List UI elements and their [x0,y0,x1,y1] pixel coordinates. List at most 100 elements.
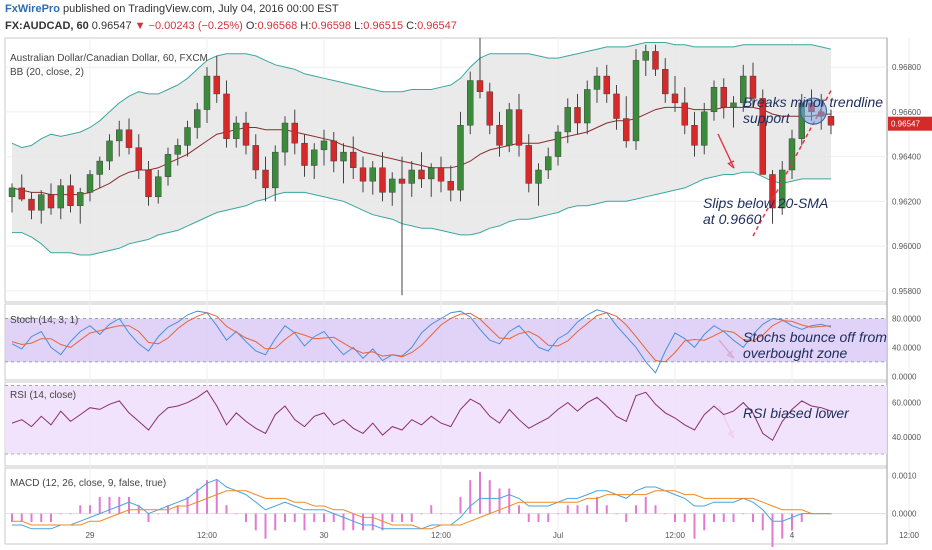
candle-body [691,125,698,146]
candle[interactable] [145,161,152,206]
candle[interactable] [28,192,35,220]
candle[interactable] [398,156,406,296]
candle[interactable] [447,165,454,202]
candle[interactable] [467,71,474,135]
candle[interactable] [730,96,737,128]
candle[interactable] [506,102,513,153]
candle[interactable] [584,80,591,135]
candle[interactable] [418,152,425,188]
candle[interactable] [281,116,289,166]
candle[interactable] [769,170,776,224]
candle[interactable] [652,44,659,77]
candle[interactable] [379,152,386,202]
candle[interactable] [125,118,133,155]
candle[interactable] [301,134,308,177]
candle[interactable] [740,64,747,112]
candle[interactable] [77,187,84,224]
candle[interactable] [691,111,698,157]
time-tick-label: 12:00 [431,531,452,540]
candle[interactable] [18,174,25,202]
candle[interactable] [681,87,688,135]
candle[interactable] [496,111,503,157]
candle[interactable] [359,156,367,193]
candle[interactable] [759,89,766,175]
candle[interactable] [515,93,523,157]
candle[interactable] [106,134,113,170]
candle[interactable] [233,116,240,148]
candle[interactable] [320,129,328,166]
candle[interactable] [272,145,279,202]
candle[interactable] [57,178,64,220]
candle[interactable] [174,138,181,166]
candle[interactable] [525,134,532,193]
macd-histogram-bar [40,513,43,522]
candle-body [632,60,640,142]
candle[interactable] [262,156,269,202]
candle[interactable] [593,67,601,103]
candle-body [145,169,152,198]
candle[interactable] [749,62,757,108]
candle[interactable] [116,120,123,157]
candle[interactable] [330,131,337,173]
candle[interactable] [720,78,727,119]
candle[interactable] [311,143,318,179]
candle[interactable] [632,49,640,150]
candle[interactable] [428,163,435,197]
candle[interactable] [96,156,103,188]
candle[interactable] [642,44,649,77]
candle[interactable] [623,96,630,148]
candle[interactable] [613,84,620,130]
candle[interactable] [86,170,94,202]
candle[interactable] [564,98,571,144]
candle[interactable] [486,82,493,135]
candle[interactable] [291,109,298,155]
candle[interactable] [710,80,718,121]
candle[interactable] [252,134,259,179]
candle[interactable] [437,156,445,193]
macd-histogram-bar [771,513,774,548]
candle[interactable] [408,161,415,197]
candle[interactable] [545,147,552,179]
macd-histogram-bar [147,513,150,522]
candle-body [311,149,318,166]
candle[interactable] [155,170,162,204]
time-tick-label: 12:00 [197,531,218,540]
candle[interactable] [788,129,796,179]
macd-histogram-bar [371,513,374,531]
candle[interactable] [38,190,45,224]
candle[interactable] [213,55,220,103]
candle[interactable] [350,136,357,179]
candle[interactable] [164,147,172,186]
publisher-name[interactable]: FxWirePro [5,3,60,15]
candle[interactable] [535,163,542,206]
candle[interactable] [340,143,347,184]
candle[interactable] [671,76,679,112]
candle-body [164,154,172,177]
candle[interactable] [779,161,786,215]
candle[interactable] [242,111,250,155]
price-panel[interactable]: 0.95800 0.96000 0.96200 0.96400 0.96600 0.968… [5,38,932,439]
candle[interactable] [476,38,484,99]
candle[interactable] [184,120,191,157]
candle[interactable] [574,93,581,135]
candle[interactable] [603,64,610,103]
candle[interactable] [135,134,142,179]
candle[interactable] [203,67,211,124]
candle[interactable] [457,111,464,202]
candle[interactable] [223,80,230,148]
candle[interactable] [67,174,74,213]
candle[interactable] [369,161,376,195]
candle[interactable] [662,58,669,103]
candle[interactable] [827,109,835,135]
stoch-panel[interactable]: 80.0000 40.0000 0.0000 [5,309,921,382]
candle[interactable] [194,102,201,139]
candle[interactable] [554,125,562,166]
chart-canvas[interactable]: 0.95800 0.96000 0.96200 0.96400 0.96600 0.968… [0,36,932,550]
macd-panel[interactable]: 0.0010 0.0000 [5,472,917,548]
rsi-panel[interactable]: 60.0000 40.0000 [5,385,921,455]
candle[interactable] [701,102,708,155]
candle[interactable] [8,183,16,213]
candle[interactable] [389,172,396,206]
candle[interactable] [47,183,55,215]
